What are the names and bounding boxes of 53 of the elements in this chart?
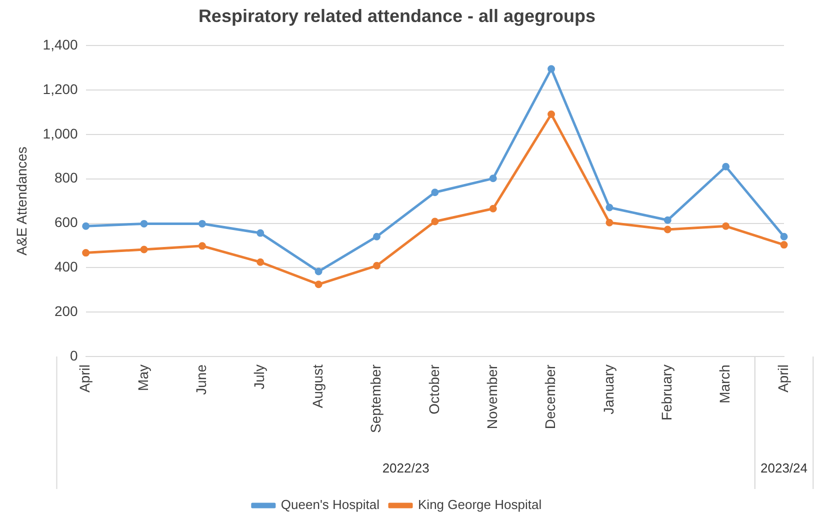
x-tick-label: June <box>193 364 210 395</box>
chart-title: Respiratory related attendance - all agegroups <box>198 6 596 26</box>
point <box>372 232 380 240</box>
point <box>314 268 322 276</box>
text: 2023/24 <box>760 460 808 476</box>
point <box>780 232 788 240</box>
x-tick-label: April <box>774 364 791 393</box>
x-tick-label: September <box>368 364 384 433</box>
text: 2022/23 <box>382 460 430 476</box>
y-tick-label: 400 <box>54 258 78 275</box>
point <box>664 226 672 234</box>
y-tick-label: 200 <box>54 302 78 319</box>
point <box>548 110 556 118</box>
point <box>606 204 614 212</box>
point <box>489 204 497 212</box>
point <box>722 222 730 230</box>
y-tick-label: 1,400 <box>42 36 78 52</box>
y-tick-label: 1,000 <box>42 125 78 142</box>
point <box>198 242 206 250</box>
x-tick-label: April <box>76 364 93 393</box>
x-tick-label: January <box>600 364 616 414</box>
point <box>431 188 439 196</box>
legend-label: Queen's Hospital <box>280 497 380 512</box>
point <box>82 222 90 230</box>
y-tick-label: 0 <box>70 347 78 364</box>
y-tick-label: 800 <box>54 170 78 186</box>
x-tick-label: December <box>542 364 558 430</box>
point <box>431 218 439 226</box>
point <box>82 249 90 257</box>
x-tick-label: October <box>426 364 442 414</box>
point <box>256 229 264 237</box>
point <box>140 220 148 228</box>
point <box>314 280 322 288</box>
y-tick-label: 600 <box>54 214 78 230</box>
point <box>548 65 556 73</box>
x-tick-label: July <box>251 364 268 390</box>
x-tick-label: May <box>134 364 151 391</box>
point <box>780 241 788 249</box>
x-tick-label: February <box>658 364 674 421</box>
y-axis-title: A&E Attendances <box>13 146 30 256</box>
point <box>606 218 614 226</box>
x-tick-label: March <box>716 364 733 404</box>
x-tick-label: August <box>309 364 326 408</box>
point <box>722 162 730 170</box>
point <box>372 262 380 270</box>
point <box>256 258 264 266</box>
point <box>664 216 672 224</box>
point <box>140 246 148 254</box>
x-tick-label: November <box>484 364 500 430</box>
point <box>198 220 206 228</box>
legend-label: King George Hospital <box>418 497 542 512</box>
point <box>489 174 497 182</box>
y-tick-label: 1,200 <box>42 80 78 97</box>
